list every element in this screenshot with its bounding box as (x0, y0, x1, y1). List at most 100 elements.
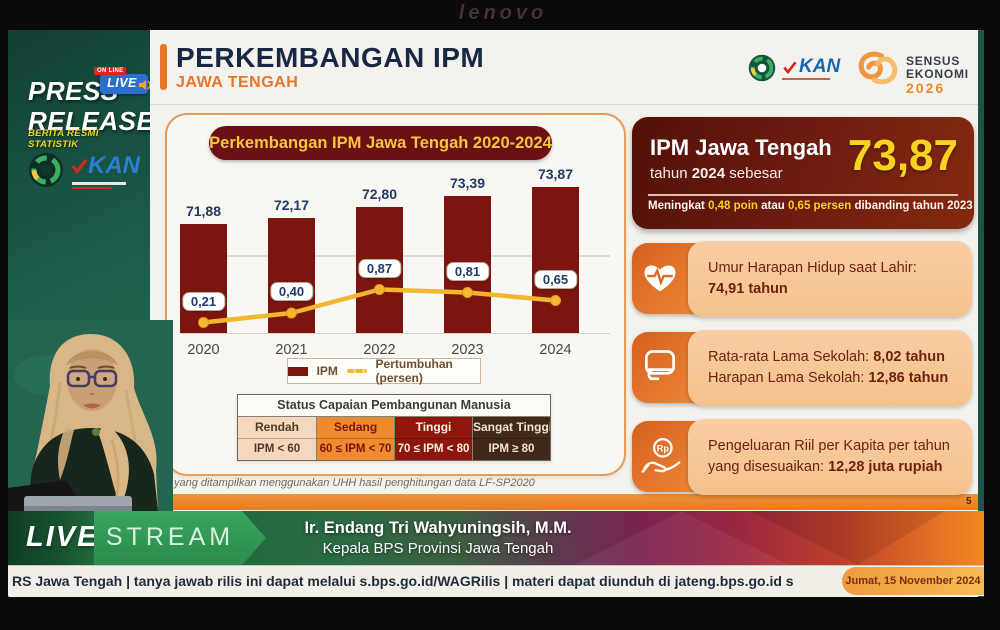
online-ribbon: ON LINE (94, 67, 127, 75)
sensus-label-line2: EKONOMI (906, 67, 969, 81)
kan-logo: KAN (70, 152, 140, 180)
card-body: Pengeluaran Riil per Kapita per tahun yan… (688, 419, 972, 495)
sidebar: PRESS RELEASE ON LINE LIVE BERITA RESMI … (8, 30, 173, 511)
ticker-text: RS Jawa Tengah | tanya jawab rilis ini d… (12, 573, 794, 589)
summary-divider (648, 194, 958, 196)
sidebar-logos: KAN (28, 150, 148, 210)
growth-value-label: 0,65 (533, 269, 578, 289)
bps-logo (29, 153, 63, 187)
ticker-date-badge: Jumat, 15 November 2024 (842, 567, 984, 595)
news-ticker: RS Jawa Tengah | tanya jawab rilis ini d… (8, 565, 984, 596)
info-card-line: Harapan Lama Sekolah: 12,86 tahun (708, 370, 949, 386)
page-number: 5 (966, 496, 972, 507)
summary-subtitle: tahun 2024 sebesar (650, 165, 783, 182)
chart-title: Perkembangan IPM Jawa Tengah 2020-2024 (209, 126, 552, 160)
summary-card: IPM Jawa Tengah tahun 2024 sebesar 73,87… (632, 117, 974, 229)
bar-value-label: 72,80 (361, 185, 398, 202)
svg-text:Rp: Rp (657, 444, 670, 454)
growth-value-label: 0,21 (181, 291, 226, 311)
broadcast-screen: PRESS RELEASE ON LINE LIVE BERITA RESMI … (8, 30, 984, 597)
growth-value-label: 0,81 (445, 261, 490, 281)
chart-plot: 71,88 2020 72,17 2021 72,80 2022 73,39 2023 73,8… (167, 115, 624, 474)
heart-pulse-icon (644, 265, 676, 292)
speaker-block: Ir. Endang Tri Wahyuningsih, M.M. Kepala… (273, 517, 603, 559)
info-card-life-expectancy: Umur Harapan Hidup saat Lahir: 74,91 tahu… (632, 241, 972, 317)
brs-subtitle: BERITA RESMI STATISTIK (28, 128, 99, 150)
info-card-schooling: Rata-rata Lama Sekolah: 8,02 tahun Harapa… (632, 330, 972, 406)
header-divider (150, 104, 978, 105)
kan-subtext-bar2 (72, 187, 112, 189)
banner-live-label: LIVE (26, 521, 99, 553)
x-axis-label: 2021 (275, 342, 308, 358)
live-label: LIVE (107, 76, 137, 90)
status-range-cell: 70 ≤ IPM < 80 (394, 438, 472, 460)
card-body: Rata-rata Lama Sekolah: 8,02 tahun Harapa… (688, 330, 972, 406)
growth-value-label: 0,40 (269, 282, 314, 301)
banner-stream-label: STREAM (105, 523, 235, 551)
kan-label: KAN (88, 152, 140, 179)
bar-value-label: 73,87 (537, 165, 574, 182)
live-badge: ON LINE LIVE (94, 67, 151, 94)
bar-value-label: 73,39 (449, 174, 486, 191)
status-label-cell: Tinggi (394, 417, 472, 438)
kan-check-icon-small (783, 60, 797, 74)
kan-check-icon (71, 158, 88, 174)
status-table: Status Capaian Pembangunan Manusia Rendah… (237, 394, 551, 461)
screen-edge-strip (978, 30, 984, 597)
kan-logo-small: KAN (782, 56, 840, 78)
banner-facet (749, 511, 945, 565)
status-table-title: Status Capaian Pembangunan Manusia (238, 395, 550, 417)
status-label-cell: Sedang (316, 417, 394, 438)
status-range-cell: IPM < 60 (238, 438, 316, 460)
sensus-knot-icon (858, 51, 898, 85)
speaker-name: Ir. Endang Tri Wahyuningsih, M.M. (304, 519, 572, 537)
presenter-figure (8, 320, 173, 511)
slide-subtitle: JAWA TENGAH (176, 74, 299, 91)
x-axis-label: 2022 (363, 342, 396, 358)
press-title-line2: RELEASE (28, 106, 155, 136)
bar-value-label: 71,88 (185, 202, 222, 219)
ipm-bar (532, 186, 579, 333)
live-stream-banner: LIVE STREAM Ir. Endang Tri Wahyuningsih,… (8, 511, 984, 565)
info-card-line: yang disesuaikan: 12,28 juta rupiah (708, 459, 943, 475)
stream-chevron: STREAM (94, 511, 266, 565)
info-card-line: Umur Harapan Hidup saat Lahir: (708, 260, 917, 276)
x-axis-label: 2023 (451, 342, 484, 358)
bar-value-label: 72,17 (273, 197, 310, 214)
status-label-cell: Rendah (238, 417, 316, 438)
info-card-line: Rata-rata Lama Sekolah: 8,02 tahun (708, 349, 945, 365)
chart-panel: Perkembangan IPM Jawa Tengah 2020-2024 7… (165, 113, 626, 476)
rupiah-hand-icon: Rp (641, 438, 681, 473)
school-book-icon (645, 350, 675, 381)
slide-title: PERKEMBANGAN IPM (176, 42, 485, 73)
card-body: Umur Harapan Hidup saat Lahir: 74,91 tahu… (688, 241, 972, 317)
summary-title: IPM Jawa Tengah (650, 135, 832, 160)
info-card-expenditure: Rp Pengeluaran Riil per Kapita per tahun… (632, 419, 972, 495)
ipm-bar (268, 218, 315, 333)
laptop-brand-text: lenovo (458, 2, 548, 24)
info-card-line: 74,91 tahun (708, 281, 788, 297)
sensus-year: 2026 (906, 80, 946, 96)
summary-value: 73,87 (847, 131, 958, 180)
summary-note: Meningkat 0,48 poin atau 0,65 persen dib… (648, 200, 973, 212)
chart-baseline (181, 333, 610, 334)
ipm-bar (180, 223, 227, 333)
header-accent-bar (160, 44, 167, 90)
kan-subtext-bar-small (782, 78, 830, 80)
banner-facet (574, 511, 789, 565)
sensus-label-line1: SENSUS (906, 54, 961, 68)
legend-growth-label: Pertumbuhan (persen) (375, 357, 453, 385)
x-axis-label: 2024 (539, 342, 572, 358)
status-table-grid: Rendah Sedang Tinggi Sangat Tinggi IPM < 60 6… (238, 417, 550, 460)
bps-logo-small (748, 54, 776, 82)
x-axis-label: 2020 (187, 342, 220, 358)
orange-divider-bar (158, 494, 978, 510)
growth-value-label: 0,87 (357, 258, 402, 278)
kan-label-small: KAN (799, 56, 841, 77)
chart-footnote: yang ditampilkan menggunakan UHH hasil p… (174, 477, 535, 489)
legend-ipm-swatch (288, 366, 308, 376)
info-card-line: Pengeluaran Riil per Kapita per tahun (708, 438, 950, 454)
status-label-cell: Sangat Tinggi (472, 417, 550, 438)
kan-subtext-bar (72, 182, 126, 185)
